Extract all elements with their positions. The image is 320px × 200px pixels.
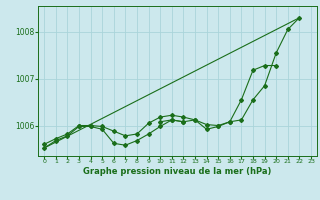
X-axis label: Graphe pression niveau de la mer (hPa): Graphe pression niveau de la mer (hPa) <box>84 167 272 176</box>
